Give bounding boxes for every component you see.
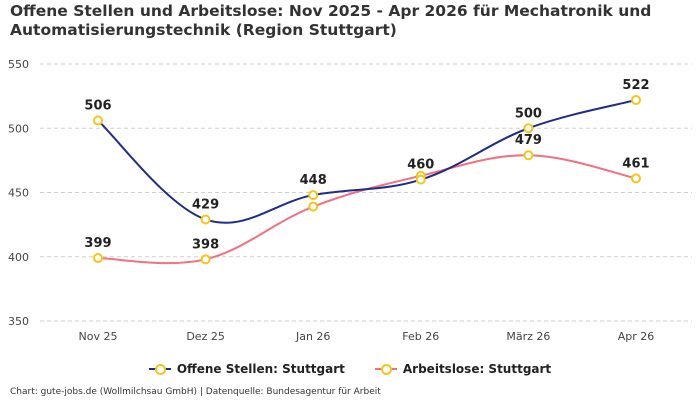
- x-tick-label: Feb 26: [402, 330, 439, 343]
- data-label: 479: [515, 133, 542, 148]
- data-label: 461: [622, 156, 649, 171]
- data-point-0-1: [200, 214, 211, 225]
- x-tick-label: März 26: [506, 330, 550, 343]
- x-tick-label: Dez 25: [186, 330, 225, 343]
- legend-item-arbeitslose[interactable]: Arbeitslose: Stuttgart: [374, 362, 552, 376]
- data-point-0-4: [523, 123, 534, 134]
- data-point-0-5: [631, 94, 641, 105]
- data-point-1-1: [200, 254, 211, 265]
- data-point-1-2: [308, 201, 319, 212]
- data-point-1-5: [631, 173, 641, 184]
- legend-swatch-offene-stellen: [148, 363, 171, 375]
- data-label: 522: [622, 78, 649, 93]
- x-tick-label: Nov 25: [79, 330, 118, 343]
- y-tick-label: 350: [8, 315, 29, 328]
- chart-credit: Chart: gute-jobs.de (Wollmilchsau GmbH) …: [10, 387, 381, 397]
- data-label: 398: [192, 237, 219, 252]
- x-tick-label: Jan 26: [295, 330, 330, 343]
- data-point-0-2: [308, 190, 319, 201]
- legend-item-offene-stellen[interactable]: Offene Stellen: Stuttgart: [148, 362, 345, 376]
- y-tick-label: 550: [8, 58, 29, 71]
- data-label: 448: [300, 173, 327, 188]
- data-label: 399: [84, 236, 111, 251]
- data-label: 429: [192, 197, 219, 212]
- data-label: 500: [515, 106, 542, 121]
- series-line-0: [97, 99, 637, 224]
- legend: Offene Stellen: Stuttgart Arbeitslose: S…: [0, 362, 700, 376]
- data-point-0-3: [415, 174, 426, 185]
- legend-swatch-arbeitslose: [374, 363, 397, 375]
- data-point-1-0: [93, 253, 103, 264]
- legend-label-offene-stellen: Offene Stellen: Stuttgart: [176, 362, 345, 376]
- legend-label-arbeitslose: Arbeitslose: Stuttgart: [402, 362, 552, 376]
- x-tick-label: Apr 26: [618, 330, 655, 343]
- y-tick-label: 500: [8, 122, 29, 135]
- y-tick-label: 400: [8, 251, 29, 264]
- chart-title: Offene Stellen und Arbeitslose: Nov 2025…: [10, 2, 652, 39]
- data-point-0-0: [93, 115, 103, 126]
- data-label: 506: [84, 99, 111, 114]
- series-line-1: [97, 154, 637, 265]
- y-tick-label: 450: [8, 187, 29, 200]
- data-point-1-4: [523, 150, 534, 161]
- data-label: 460: [407, 158, 434, 173]
